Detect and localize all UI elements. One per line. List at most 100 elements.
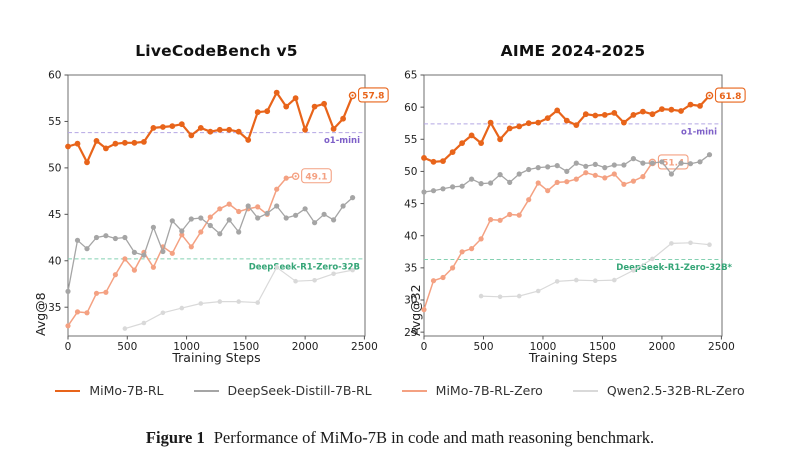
data-point (331, 271, 336, 277)
data-point (497, 136, 503, 143)
data-point (112, 140, 119, 147)
data-point (245, 203, 251, 209)
data-point (640, 160, 646, 166)
data-point (207, 222, 213, 229)
data-point (640, 174, 646, 180)
data-point (497, 294, 503, 300)
data-point (217, 206, 223, 212)
data-point (573, 176, 579, 182)
chart-livecodebench: LiveCodeBench v5 0 500 1000 1500 2000 2500 35 4… (0, 0, 400, 378)
data-point (582, 111, 589, 118)
data-point (340, 203, 346, 209)
data-point (65, 143, 71, 150)
data-point (526, 166, 532, 173)
data-point (312, 220, 318, 226)
data-point (478, 181, 484, 187)
y-tick-label: 55 (48, 116, 61, 128)
series-MiMo-7B-RL-Zero: 51.4 (421, 154, 689, 313)
y-tick-label: 60 (48, 70, 61, 82)
ref-line-DeepSeek-R1-Zero-32B*: DeepSeek-R1-Zero-32B* (424, 259, 733, 273)
x-tick-label: 0 (421, 341, 428, 353)
x-tick-label: 2000 (649, 341, 676, 353)
legend-swatch-deepseek-distill-7b-rl (193, 389, 219, 392)
data-point (459, 140, 465, 147)
data-point (112, 272, 118, 278)
data-point (440, 186, 446, 192)
data-point (573, 160, 579, 166)
data-point (236, 229, 242, 235)
end-label: 49.1 (305, 172, 327, 182)
data-point (706, 152, 713, 158)
data-point (188, 132, 195, 139)
data-point (350, 267, 355, 273)
x-axis-label-training-steps-right: Training Steps (528, 350, 618, 365)
ref-line-label: o1-mini (681, 127, 717, 137)
data-point (468, 132, 475, 139)
data-point (93, 138, 100, 144)
data-point (507, 211, 513, 218)
series-DeepSeek-Distill-7B-RL (421, 152, 713, 195)
data-point (293, 278, 298, 284)
end-label: 51.4 (662, 159, 684, 169)
data-point (535, 119, 542, 126)
end-point-dot (351, 94, 354, 97)
series-line (67, 197, 354, 292)
data-point (65, 288, 71, 294)
data-point (697, 103, 703, 109)
data-point (330, 125, 337, 132)
chart-title-livecodebench: LiveCodeBench v5 (135, 42, 298, 60)
data-point (112, 235, 118, 242)
data-point (74, 237, 81, 243)
y-tick-label: 35 (404, 263, 417, 275)
data-point (450, 265, 456, 271)
data-point (563, 117, 570, 124)
data-point (93, 234, 100, 241)
figure-caption-label: Figure 1 (145, 428, 205, 447)
data-point (169, 250, 175, 256)
data-point (678, 160, 684, 166)
livecodebench-chart-svg: 0 500 1000 1500 2000 2500 35 40 45 50 55 60 o1-mini D… (48, 70, 389, 353)
y-tick-label: 50 (48, 163, 61, 175)
data-point (131, 267, 137, 273)
data-point (449, 149, 456, 156)
data-point (525, 120, 532, 127)
x-tick-label: 2500 (351, 341, 378, 353)
data-point (264, 108, 271, 115)
legend-swatch-mimo-7b-rl (55, 389, 81, 392)
data-point (516, 123, 523, 130)
data-point (236, 299, 241, 304)
series-Qwen2.5-32B-RL-Zero (122, 265, 355, 331)
y-tick-label: 60 (404, 102, 417, 114)
data-point (678, 108, 684, 114)
data-point (649, 111, 656, 118)
y-tick-label: 25 (404, 327, 417, 339)
data-point (478, 140, 484, 147)
data-point (611, 171, 617, 177)
data-point (74, 140, 81, 147)
data-point (430, 158, 437, 165)
series-MiMo-7B-RL-Zero: 49.1 (65, 168, 332, 329)
data-point (340, 115, 346, 122)
data-point (554, 107, 561, 114)
data-point (207, 214, 213, 220)
end-point-dot (294, 175, 297, 178)
data-point (103, 289, 109, 295)
data-point (535, 180, 541, 186)
x-tick-label: 500 (473, 341, 493, 353)
data-point (179, 228, 185, 234)
data-point (321, 211, 327, 217)
x-tick-label: 1000 (530, 341, 557, 353)
data-point (273, 89, 280, 96)
series-MiMo-7B-RL: 57.8 (65, 87, 389, 166)
data-point (478, 293, 484, 299)
data-point (160, 310, 166, 316)
data-point (283, 175, 289, 181)
ref-line-label: o1-mini (324, 136, 360, 146)
data-point (602, 175, 608, 181)
data-point (293, 212, 299, 218)
data-point (687, 101, 694, 108)
data-point (621, 181, 627, 187)
data-point (264, 210, 270, 216)
data-point (160, 124, 166, 130)
data-point (459, 249, 465, 255)
